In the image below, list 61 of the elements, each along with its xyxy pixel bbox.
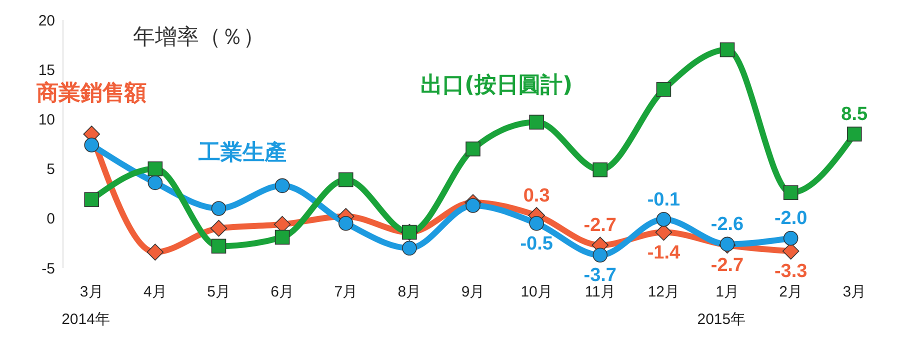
x-tick-label: 12月 [648, 284, 680, 301]
x-tick-label: 1月 [716, 284, 739, 301]
point [592, 248, 608, 263]
series-label: 出口(按日圓計) [420, 73, 573, 98]
data-label: -2.7 [710, 255, 744, 276]
point [592, 162, 608, 178]
x-tick-label: 11月 [584, 284, 616, 301]
y-tick-label: 0 [46, 210, 55, 228]
x-tick-label: 6月 [270, 284, 294, 301]
point [529, 216, 544, 231]
point [783, 185, 798, 200]
x-tick-label: 3月 [842, 284, 866, 301]
series-label: 工業生產 [197, 140, 286, 166]
point [783, 230, 798, 246]
data-label: -1.4 [647, 242, 680, 264]
x-tick-label: 2月 [779, 284, 802, 301]
x-tick-label: 10月 [520, 284, 552, 301]
data-label: 0.3 [523, 185, 550, 206]
point [338, 172, 354, 188]
point [211, 238, 226, 254]
point [211, 201, 226, 216]
point [274, 230, 290, 245]
point [274, 178, 290, 194]
data-label: -3.3 [774, 261, 808, 282]
data-label: -3.7 [584, 265, 617, 286]
point [656, 82, 672, 97]
y-tick-label: 5 [46, 161, 55, 178]
point [402, 240, 417, 256]
data-label: -2.7 [584, 215, 617, 236]
point [466, 142, 480, 156]
point [210, 220, 228, 237]
point [529, 114, 544, 130]
point [720, 42, 735, 58]
point [656, 212, 672, 227]
data-label: -0.5 [520, 233, 554, 254]
y-tick-label: -5 [42, 260, 55, 278]
point [466, 198, 480, 213]
x-tick-label: 7月 [334, 284, 358, 301]
y-tick-label: 15 [38, 62, 55, 79]
data-label: -2.6 [710, 214, 744, 236]
point [338, 216, 354, 231]
x-tick-label: 4月 [144, 284, 167, 301]
text: 2014年 [62, 310, 110, 329]
x-tick-label: 9月 [461, 284, 485, 301]
x-tick-label: 3月 [80, 284, 104, 301]
point [846, 126, 862, 142]
text: 2015年 [697, 310, 746, 329]
data-label: 8.5 [841, 104, 868, 126]
chart-title: 年增率（％） [133, 24, 265, 52]
point [84, 138, 100, 152]
point [148, 161, 163, 176]
point [84, 192, 100, 207]
data-label: -2.0 [774, 208, 808, 230]
series-label: 商業銷售額 [36, 80, 147, 106]
point [146, 244, 164, 261]
y-tick-label: 20 [38, 12, 55, 30]
y-tick-label: 10 [38, 112, 55, 129]
point [148, 175, 163, 190]
x-tick-label: 5月 [207, 284, 230, 301]
data-label: -0.1 [647, 189, 680, 210]
x-tick-label: 8月 [398, 284, 422, 301]
